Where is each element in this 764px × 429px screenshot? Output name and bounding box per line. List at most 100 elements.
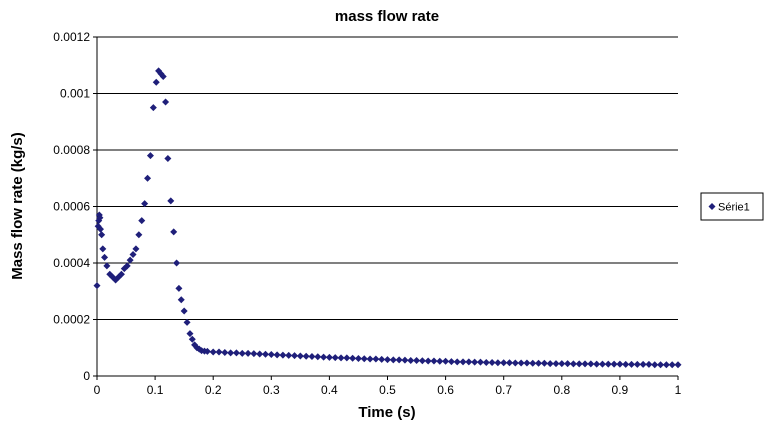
data-point <box>616 360 624 368</box>
data-point <box>476 358 484 366</box>
data-point <box>552 360 560 368</box>
data-point <box>418 357 426 365</box>
data-point <box>296 352 304 360</box>
data-point <box>447 358 455 366</box>
data-point <box>103 262 111 270</box>
data-point <box>149 104 157 112</box>
data-point <box>256 350 264 358</box>
data-point <box>285 351 293 359</box>
data-point <box>569 360 577 368</box>
data-point <box>413 356 421 364</box>
data-point <box>384 356 391 364</box>
data-point <box>238 349 246 357</box>
data-point <box>494 359 502 367</box>
data-point <box>126 256 134 264</box>
x-tick-label: 0.8 <box>553 383 570 397</box>
data-point <box>575 360 583 368</box>
data-point <box>482 358 490 366</box>
data-point <box>395 356 403 364</box>
data-point <box>273 351 281 359</box>
data-point <box>564 360 572 368</box>
data-point <box>645 360 653 368</box>
data-point <box>639 360 647 368</box>
data-point <box>99 245 107 253</box>
data-point <box>93 282 101 290</box>
data-point <box>471 358 479 366</box>
y-tick-label: 0.0012 <box>53 30 90 44</box>
data-point <box>215 348 223 356</box>
y-tick-label: 0 <box>83 369 90 383</box>
y-tick-label: 0.0004 <box>53 256 90 270</box>
legend-marker-diamond-icon <box>708 203 716 210</box>
data-point <box>674 361 682 369</box>
data-point <box>459 358 467 366</box>
data-point <box>117 270 125 278</box>
data-point <box>188 335 196 343</box>
y-tick-label: 0.001 <box>60 87 90 101</box>
data-point <box>123 262 131 270</box>
data-point <box>308 353 316 361</box>
horizontal-gridlines <box>97 36 678 320</box>
data-point <box>314 353 322 361</box>
data-point <box>517 359 525 367</box>
x-tick-label: 0.1 <box>147 383 164 397</box>
data-point <box>98 231 106 239</box>
data-point <box>540 359 548 367</box>
data-point <box>302 352 310 360</box>
data-point <box>132 245 140 253</box>
data-point <box>320 353 328 361</box>
data-point <box>604 360 612 368</box>
data-point <box>349 354 357 362</box>
data-point <box>500 359 508 367</box>
x-tick-label: 0.7 <box>495 383 512 397</box>
data-point <box>511 359 519 367</box>
data-point <box>146 152 154 160</box>
data-point <box>633 360 641 368</box>
data-point <box>407 356 415 364</box>
data-point <box>180 307 188 315</box>
data-point <box>101 253 109 261</box>
data-point <box>657 361 665 369</box>
x-tick-label: 0.2 <box>205 383 222 397</box>
data-point <box>366 355 374 363</box>
data-point <box>488 358 496 366</box>
data-point <box>244 349 252 357</box>
data-point <box>529 359 537 367</box>
x-tick-label: 0.9 <box>612 383 629 397</box>
data-point <box>96 225 104 233</box>
data-point <box>337 354 345 362</box>
data-point <box>581 360 589 368</box>
data-point <box>354 354 362 362</box>
data-point <box>628 360 636 368</box>
data-point <box>331 354 339 362</box>
data-point <box>291 352 299 360</box>
data-point <box>442 357 450 365</box>
data-point <box>558 360 566 368</box>
y-axis-label: Mass flow rate (kg/s) <box>9 132 26 280</box>
data-point <box>360 355 368 363</box>
data-point <box>453 358 461 366</box>
series-points <box>93 67 682 369</box>
data-point <box>129 251 137 259</box>
data-point <box>267 351 275 359</box>
data-point <box>598 360 606 368</box>
data-point <box>546 360 554 368</box>
data-point <box>465 358 473 366</box>
data-point <box>203 347 211 355</box>
x-tick-label: 0.6 <box>437 383 454 397</box>
data-point <box>183 318 191 326</box>
legend-label: Série1 <box>718 202 750 214</box>
x-tick-label: 1 <box>675 383 682 397</box>
data-point <box>343 354 351 362</box>
data-point <box>135 231 143 239</box>
data-point <box>170 228 178 236</box>
data-point <box>651 361 659 369</box>
x-tick-labels: 0 0.1 0.2 0.3 0.4 0.5 0.6 0.7 0.8 0.9 1 <box>94 376 682 397</box>
data-point <box>279 351 287 359</box>
data-point <box>159 73 167 81</box>
x-tick-label: 0 <box>94 383 101 397</box>
data-point <box>232 349 240 357</box>
data-point <box>250 350 258 358</box>
data-point <box>96 214 104 222</box>
